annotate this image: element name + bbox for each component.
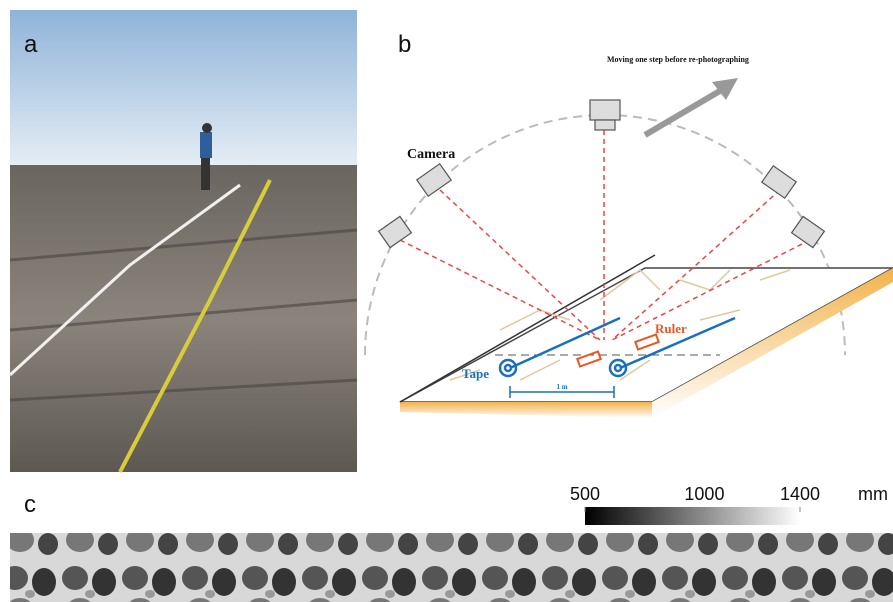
panel-label: b <box>398 31 411 58</box>
scale-label: 1 m <box>556 383 567 391</box>
photo <box>10 10 357 472</box>
panel-label: c <box>24 491 36 518</box>
ruler-label: Ruler <box>655 321 687 336</box>
colorbar-tick-label: 500 <box>570 484 600 504</box>
colorbar-tick-label: 1400 <box>780 484 820 504</box>
figure: a b Camera Movi <box>0 0 893 602</box>
tape-label: Tape <box>462 366 489 381</box>
panel-label: a <box>24 31 38 58</box>
diagram <box>365 78 893 418</box>
caption: Moving one step before re-photographing <box>607 55 749 64</box>
crack-image <box>10 533 893 602</box>
camera-label: Camera <box>407 147 455 162</box>
colorbar <box>585 507 800 525</box>
colorbar-unit: mm <box>858 484 888 504</box>
colorbar-tick-label: 1000 <box>684 484 724 504</box>
